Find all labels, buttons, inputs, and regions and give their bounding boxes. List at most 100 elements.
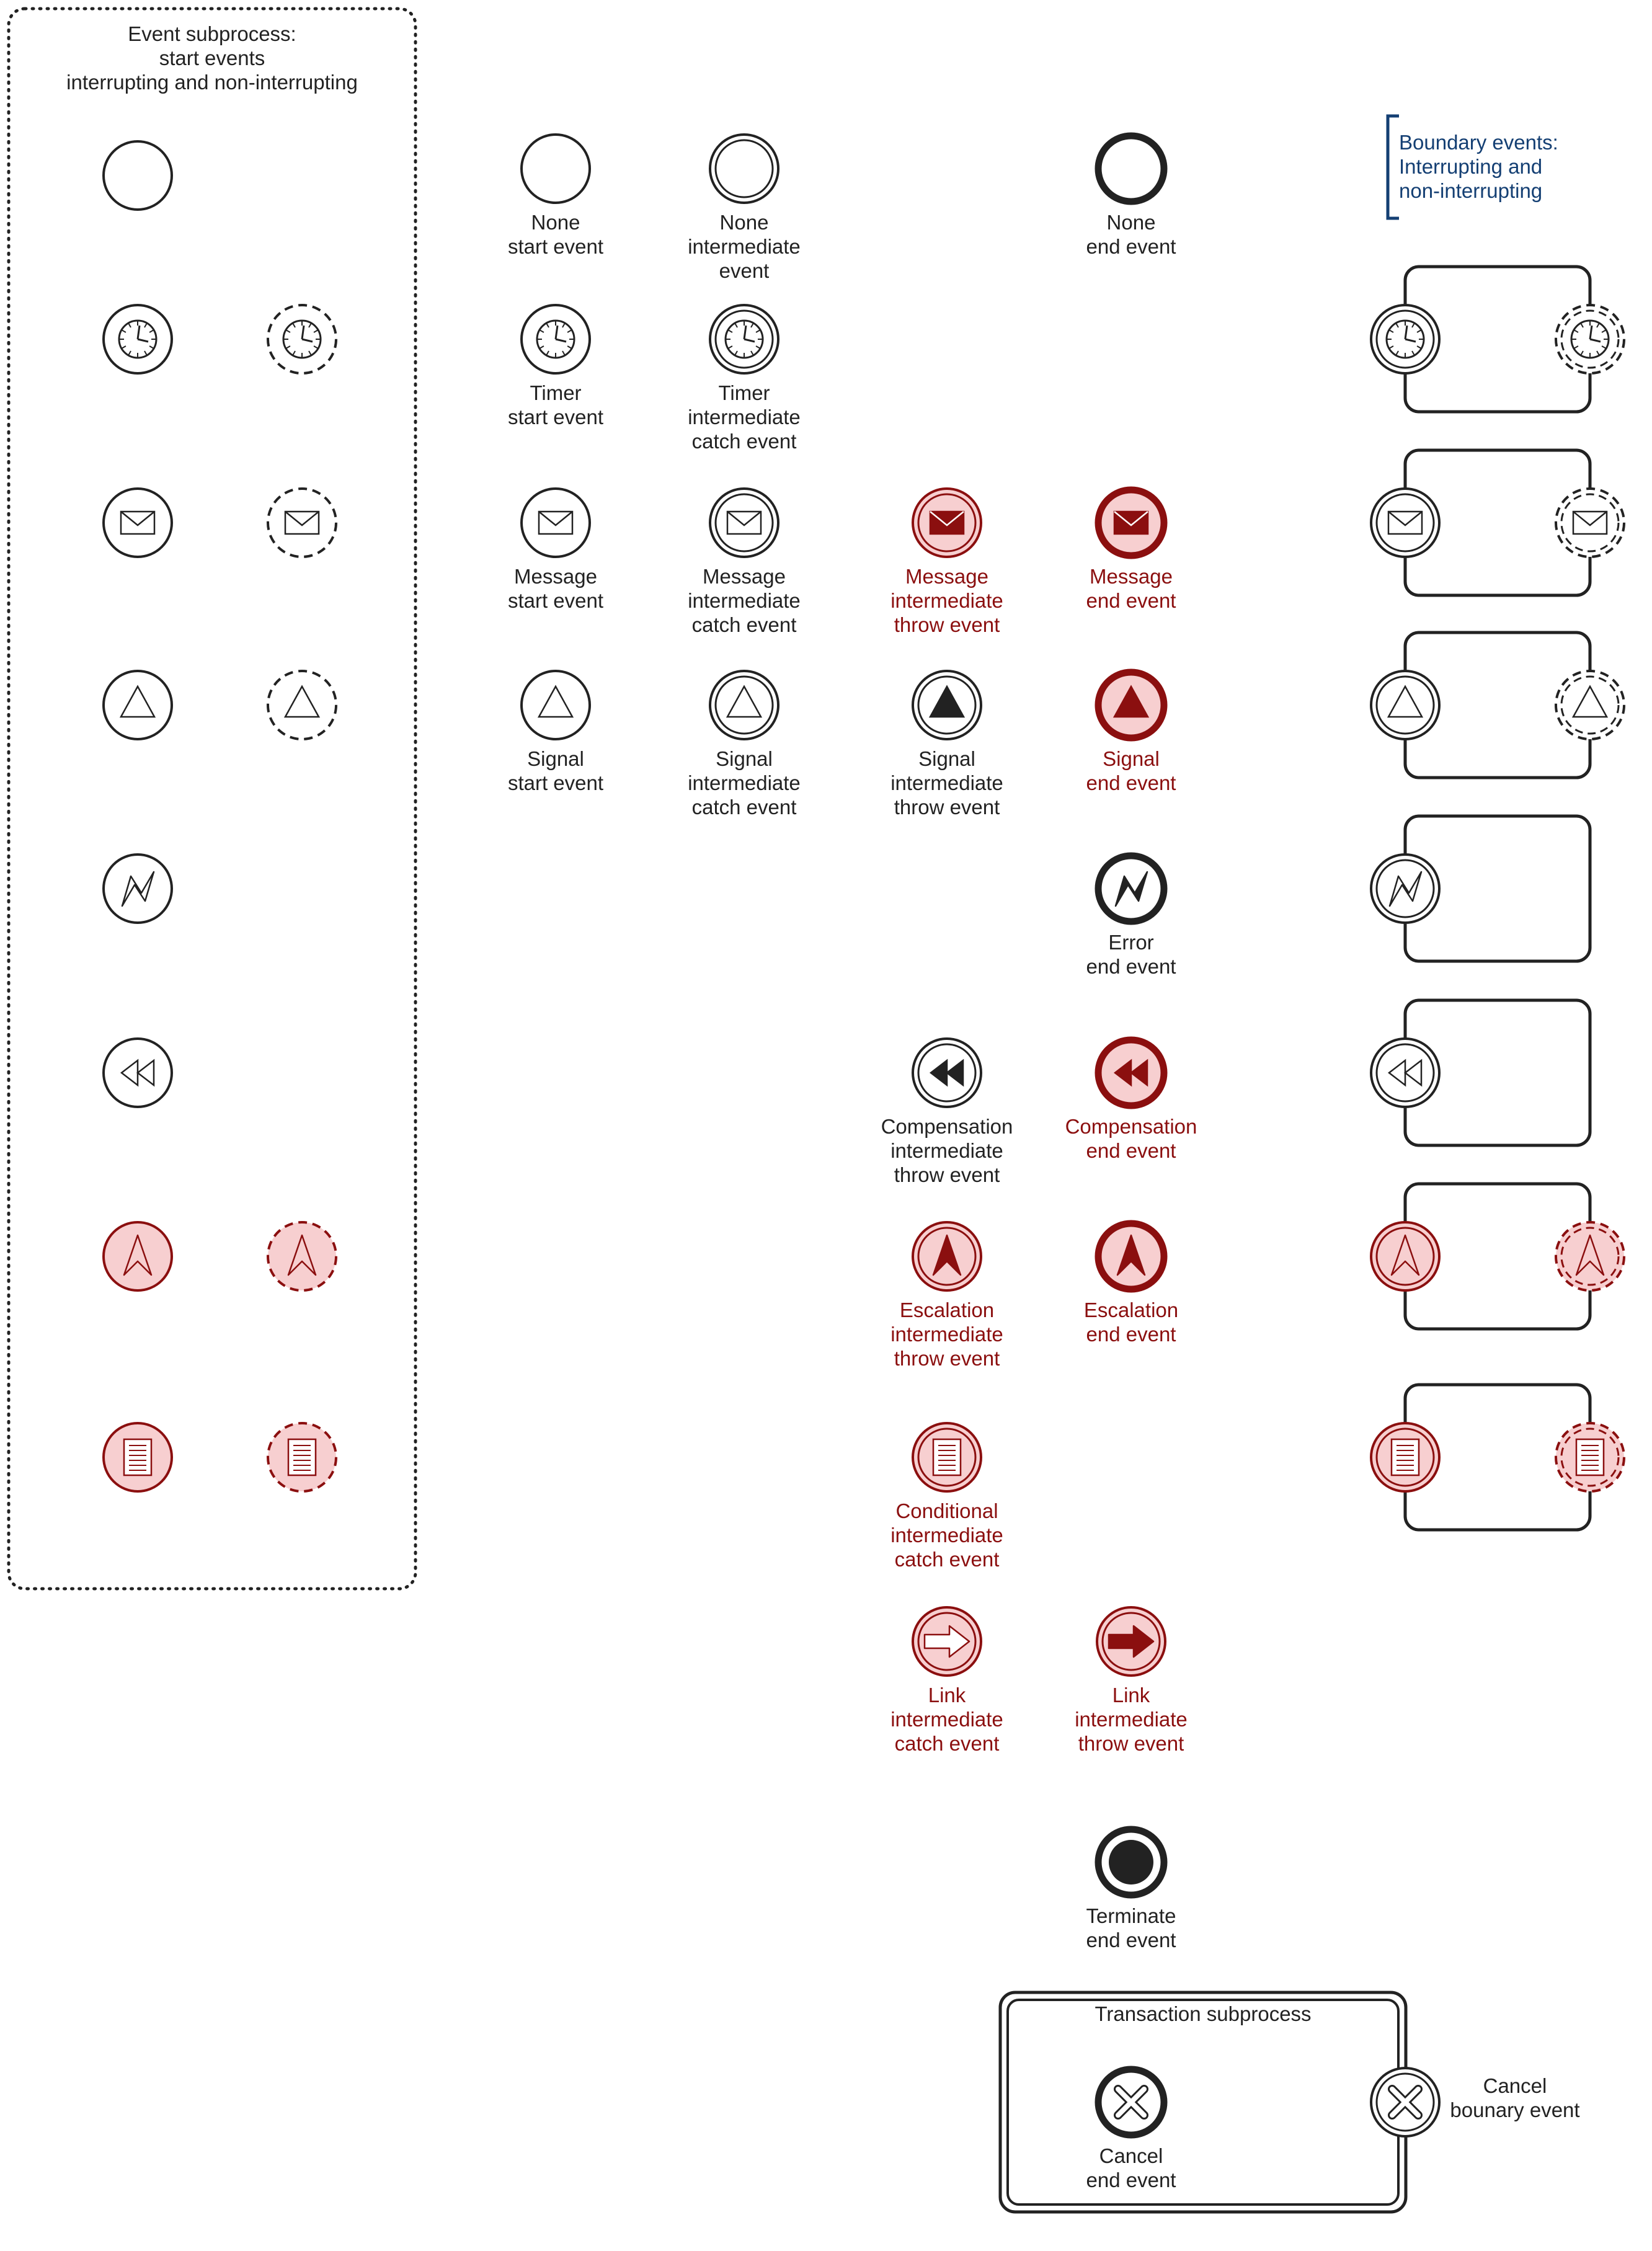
signal-icon bbox=[1571, 685, 1609, 718]
signal-icon bbox=[928, 685, 966, 718]
subprocess-conditional-start-ni bbox=[267, 1422, 337, 1493]
conditional-icon bbox=[932, 1438, 962, 1476]
event-subprocess-title: Event subprocess:start eventsinterruptin… bbox=[66, 22, 358, 94]
compensation-throw-label-line: intermediate bbox=[890, 1139, 1003, 1162]
message-icon bbox=[1113, 510, 1149, 535]
cancel-icon bbox=[1114, 2085, 1148, 2120]
escalation-boundary-non-interrupting bbox=[1555, 1221, 1625, 1292]
subprocess-timer-start bbox=[102, 304, 173, 375]
signal-boundary-non-interrupting bbox=[1555, 670, 1625, 740]
message-catch-label-line: Message bbox=[703, 565, 786, 588]
subprocess-timer-start-ni bbox=[267, 304, 337, 375]
escalation-throw-label-line: intermediate bbox=[890, 1323, 1003, 1346]
timer-icon bbox=[724, 319, 764, 359]
escalation-end-label-line: Escalation bbox=[1084, 1299, 1178, 1321]
subprocess-none-start bbox=[102, 140, 173, 211]
message-boundary-interrupting bbox=[1370, 487, 1441, 558]
terminate-end-label-line: Terminate bbox=[1086, 1904, 1176, 1927]
cancel-end-label-line: Cancel bbox=[1099, 2144, 1163, 2167]
compensation-icon bbox=[929, 1059, 964, 1087]
none-end-label-line: end event bbox=[1086, 235, 1176, 258]
timer-icon bbox=[1385, 319, 1425, 359]
signal-throw-label-line: Signal bbox=[918, 747, 975, 770]
cancel-end-label-line: end event bbox=[1086, 2169, 1176, 2191]
signal-start-label-line: start event bbox=[508, 771, 603, 794]
cancel-boundary-label-line: bounary event bbox=[1450, 2098, 1579, 2121]
escalation-throw-label-line: throw event bbox=[894, 1347, 1000, 1370]
event-subprocess-title-line: start events bbox=[159, 47, 265, 69]
message-boundary-non-interrupting bbox=[1555, 487, 1625, 558]
timer-start-label-line: Timer bbox=[530, 381, 581, 404]
signal-icon bbox=[537, 685, 574, 718]
link-catch-event bbox=[912, 1606, 982, 1677]
message-throw-label-line: intermediate bbox=[890, 589, 1003, 612]
compensation-end-label-line: Compensation bbox=[1065, 1115, 1197, 1138]
none-start-event bbox=[520, 133, 591, 204]
transaction-frame-outer bbox=[998, 1991, 1408, 2214]
none-start-label-line: None bbox=[531, 211, 580, 234]
terminate-end-event bbox=[1095, 1826, 1168, 1899]
event-subprocess-title-line: Event subprocess: bbox=[128, 22, 296, 45]
subprocess-signal-start-ni bbox=[267, 670, 337, 740]
conditional-catch-label-line: intermediate bbox=[890, 1524, 1003, 1547]
link-catch-label-line: Link bbox=[928, 1684, 966, 1707]
none-intermediate-label-line: event bbox=[719, 259, 770, 282]
message-icon bbox=[284, 510, 320, 535]
timer-intermediate-label-line: catch event bbox=[692, 430, 797, 453]
escalation-end-label-line: end event bbox=[1086, 1323, 1176, 1346]
conditional-icon bbox=[1390, 1438, 1420, 1476]
compensation-throw-label-line: Compensation bbox=[881, 1115, 1013, 1138]
timer-start-event bbox=[520, 304, 591, 375]
compensation-boundary-interrupting bbox=[1370, 1037, 1441, 1108]
error-icon bbox=[1388, 871, 1423, 907]
conditional-boundary-non-interrupting bbox=[1555, 1422, 1625, 1493]
escalation-icon bbox=[1390, 1234, 1420, 1276]
message-end-event bbox=[1095, 486, 1168, 559]
link-catch-label-line: catch event bbox=[895, 1732, 1000, 1755]
subprocess-error-start bbox=[102, 853, 173, 924]
escalation-icon bbox=[123, 1234, 153, 1276]
message-catch-label-line: intermediate bbox=[688, 589, 801, 612]
link-throw-label-line: Link bbox=[1112, 1684, 1150, 1707]
message-throw-event bbox=[912, 487, 982, 558]
subprocess-signal-start bbox=[102, 670, 173, 740]
escalation-end-event bbox=[1095, 1220, 1168, 1293]
message-end-label-line: Message bbox=[1090, 565, 1173, 588]
compensation-icon bbox=[1387, 1059, 1423, 1087]
boundary-events-title: Boundary events:Interrupting andnon-inte… bbox=[1399, 131, 1558, 202]
signal-catch-label-line: Signal bbox=[716, 747, 773, 770]
subprocess-conditional-start bbox=[102, 1422, 173, 1493]
compensation-throw-label-line: throw event bbox=[894, 1163, 1000, 1186]
subprocess-escalation-start-ni bbox=[267, 1221, 337, 1292]
conditional-catch-label-line: Conditional bbox=[895, 1499, 998, 1522]
boundary-title-bracket bbox=[1386, 114, 1399, 220]
conditional-catch-event bbox=[912, 1422, 982, 1493]
conditional-icon bbox=[123, 1438, 153, 1476]
none-intermediate-event bbox=[709, 133, 779, 204]
signal-icon bbox=[283, 685, 321, 718]
message-start-event bbox=[520, 487, 591, 558]
link-icon bbox=[1108, 1625, 1155, 1658]
message-icon bbox=[1387, 510, 1423, 535]
message-icon bbox=[1572, 510, 1608, 535]
compensation-icon bbox=[1113, 1059, 1148, 1087]
message-icon bbox=[726, 510, 762, 535]
transaction-title: Transaction subprocess bbox=[1095, 2002, 1311, 2025]
link-catch-label-line: intermediate bbox=[890, 1708, 1003, 1731]
signal-boundary-interrupting bbox=[1370, 670, 1441, 740]
boundary-events-title-line: non-interrupting bbox=[1399, 179, 1542, 202]
